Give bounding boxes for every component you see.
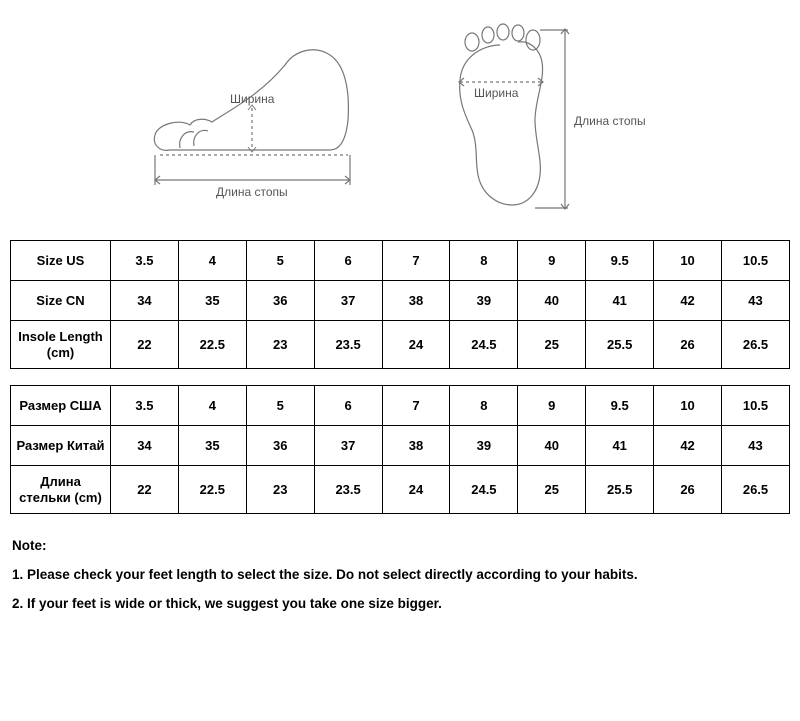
table-row: Insole Length (cm) 22 22.5 23 23.5 24 24… <box>11 321 790 369</box>
cell: 22.5 <box>178 466 246 514</box>
notes-line-1: 1. Please check your feet length to sele… <box>12 567 788 582</box>
row-header: Длина стельки (cm) <box>11 466 111 514</box>
cell: 3.5 <box>111 241 179 281</box>
cell: 25 <box>518 321 586 369</box>
cell: 42 <box>654 281 722 321</box>
cell: 38 <box>382 281 450 321</box>
row-header: Insole Length (cm) <box>11 321 111 369</box>
table-row: Size CN 34 35 36 37 38 39 40 41 42 43 <box>11 281 790 321</box>
side-width-label: Ширина <box>230 92 274 106</box>
notes-heading: Note: <box>12 538 788 553</box>
foot-diagram-area: Ширина Длина стопы <box>0 0 800 230</box>
cell: 24.5 <box>450 321 518 369</box>
cell: 43 <box>722 426 790 466</box>
cell: 4 <box>178 386 246 426</box>
cell: 10 <box>654 241 722 281</box>
foot-side-svg <box>130 30 370 210</box>
cell: 8 <box>450 241 518 281</box>
cell: 41 <box>586 426 654 466</box>
cell: 41 <box>586 281 654 321</box>
foot-side-diagram: Ширина Длина стопы <box>130 30 370 210</box>
cell: 26 <box>654 466 722 514</box>
size-table-ru: Размер США 3.5 4 5 6 7 8 9 9.5 10 10.5 Р… <box>10 385 790 514</box>
sole-width-label: Ширина <box>474 86 518 100</box>
cell: 23 <box>246 321 314 369</box>
cell: 10.5 <box>722 241 790 281</box>
cell: 9 <box>518 386 586 426</box>
cell: 22 <box>111 466 179 514</box>
cell: 37 <box>314 281 382 321</box>
notes-line-2: 2. If your feet is wide or thick, we sug… <box>12 596 788 611</box>
cell: 42 <box>654 426 722 466</box>
cell: 24.5 <box>450 466 518 514</box>
cell: 4 <box>178 241 246 281</box>
table-row: Размер Китай 34 35 36 37 38 39 40 41 42 … <box>11 426 790 466</box>
table-row: Длина стельки (cm) 22 22.5 23 23.5 24 24… <box>11 466 790 514</box>
cell: 10 <box>654 386 722 426</box>
cell: 38 <box>382 426 450 466</box>
cell: 25.5 <box>586 321 654 369</box>
cell: 23 <box>246 466 314 514</box>
cell: 43 <box>722 281 790 321</box>
cell: 24 <box>382 466 450 514</box>
cell: 6 <box>314 386 382 426</box>
table-row: Size US 3.5 4 5 6 7 8 9 9.5 10 10.5 <box>11 241 790 281</box>
cell: 8 <box>450 386 518 426</box>
cell: 10.5 <box>722 386 790 426</box>
cell: 5 <box>246 241 314 281</box>
cell: 25.5 <box>586 466 654 514</box>
cell: 7 <box>382 241 450 281</box>
cell: 34 <box>111 426 179 466</box>
cell: 26 <box>654 321 722 369</box>
cell: 9.5 <box>586 241 654 281</box>
cell: 6 <box>314 241 382 281</box>
table-row: Размер США 3.5 4 5 6 7 8 9 9.5 10 10.5 <box>11 386 790 426</box>
row-header: Размер США <box>11 386 111 426</box>
cell: 37 <box>314 426 382 466</box>
cell: 39 <box>450 426 518 466</box>
cell: 22.5 <box>178 321 246 369</box>
notes-section: Note: 1. Please check your feet length t… <box>0 530 800 611</box>
cell: 40 <box>518 281 586 321</box>
cell: 5 <box>246 386 314 426</box>
cell: 25 <box>518 466 586 514</box>
size-table-en: Size US 3.5 4 5 6 7 8 9 9.5 10 10.5 Size… <box>10 240 790 369</box>
cell: 9.5 <box>586 386 654 426</box>
cell: 9 <box>518 241 586 281</box>
cell: 22 <box>111 321 179 369</box>
cell: 34 <box>111 281 179 321</box>
cell: 36 <box>246 281 314 321</box>
foot-sole-diagram: Ширина Длина стопы <box>440 20 670 220</box>
cell: 23.5 <box>314 466 382 514</box>
cell: 26.5 <box>722 321 790 369</box>
cell: 35 <box>178 281 246 321</box>
cell: 35 <box>178 426 246 466</box>
cell: 36 <box>246 426 314 466</box>
row-header: Размер Китай <box>11 426 111 466</box>
side-length-label: Длина стопы <box>216 185 288 199</box>
row-header: Size CN <box>11 281 111 321</box>
cell: 40 <box>518 426 586 466</box>
cell: 3.5 <box>111 386 179 426</box>
sole-length-label: Длина стопы <box>574 114 646 128</box>
cell: 26.5 <box>722 466 790 514</box>
cell: 39 <box>450 281 518 321</box>
cell: 24 <box>382 321 450 369</box>
cell: 7 <box>382 386 450 426</box>
row-header: Size US <box>11 241 111 281</box>
cell: 23.5 <box>314 321 382 369</box>
